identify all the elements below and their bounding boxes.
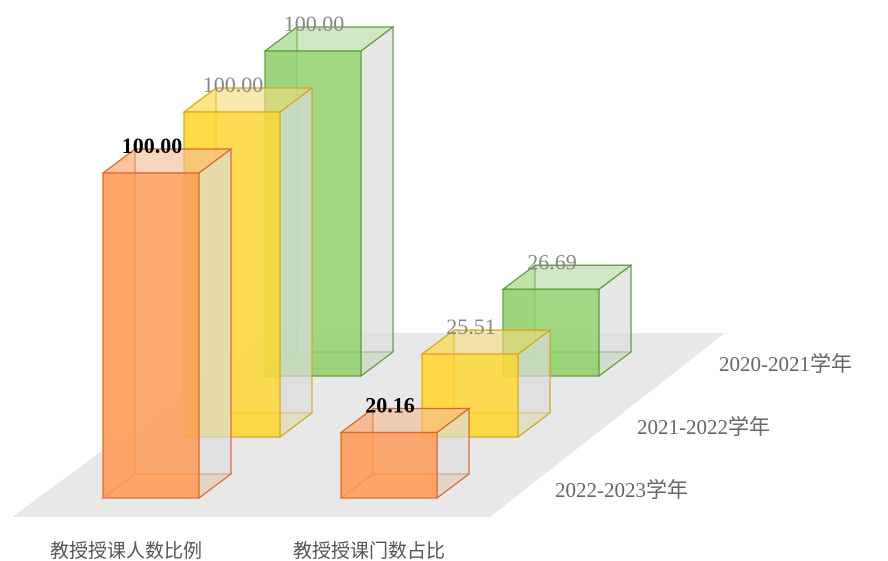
bars	[101, 25, 633, 500]
value-label: 100.00	[122, 133, 183, 158]
value-label: 100.00	[284, 11, 345, 36]
bar	[101, 147, 233, 500]
series-label: 2020-2021学年	[719, 352, 852, 376]
bar-side	[279, 86, 313, 439]
value-label: 100.00	[203, 72, 264, 97]
bar	[182, 86, 314, 439]
bar-front	[183, 111, 281, 438]
bar-front	[102, 172, 200, 499]
category-label: 教授授课门数占比	[293, 540, 445, 561]
category-label: 教授授课人数比例	[50, 540, 202, 561]
series-label: 2022-2023学年	[555, 478, 688, 502]
bar-front	[264, 50, 362, 377]
bar-front	[340, 431, 438, 499]
bar	[501, 264, 633, 378]
bar-front	[502, 288, 600, 377]
bar-front	[421, 353, 519, 438]
bar	[339, 407, 471, 500]
series-label: 2021-2022学年	[637, 415, 770, 439]
bar-side	[198, 147, 232, 500]
bar-side	[360, 25, 394, 378]
value-label: 26.69	[527, 249, 577, 274]
labels: 100.00 26.69 2020-2021学年 100.00 25.51 2021-20…	[50, 11, 852, 561]
value-label: 20.16	[365, 392, 415, 417]
value-label: 25.51	[446, 314, 496, 339]
